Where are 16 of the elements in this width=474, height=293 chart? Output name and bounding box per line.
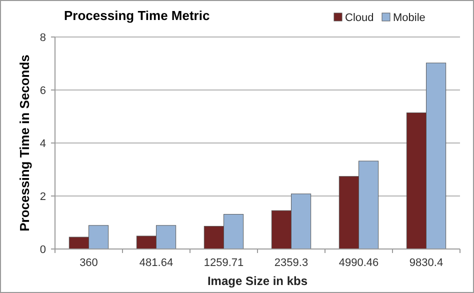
x-tick-label: 9830.4 [409,257,444,269]
y-tick-label: 2 [40,190,46,203]
chart-title: Processing Time Metric [64,8,210,23]
y-tick-label: 4 [40,138,46,150]
x-tick-label: 4990.46 [338,257,379,269]
y-tick-label: 8 [40,32,46,44]
x-tick-label: 2359.3 [274,257,308,269]
x-tick-label: 481.64 [139,257,174,269]
y-tick-label: 0 [40,244,46,256]
y-tick-label: 6 [40,84,46,97]
y-axis-title: Processing Time in Seconds [17,54,32,232]
legend-label: Cloud [345,12,374,24]
x-tick-label: 1259.71 [204,257,244,269]
x-axis-title: Image Size in kbs [207,274,308,288]
x-tick-label: 360 [80,257,98,269]
legend-label: Mobile [393,12,426,24]
